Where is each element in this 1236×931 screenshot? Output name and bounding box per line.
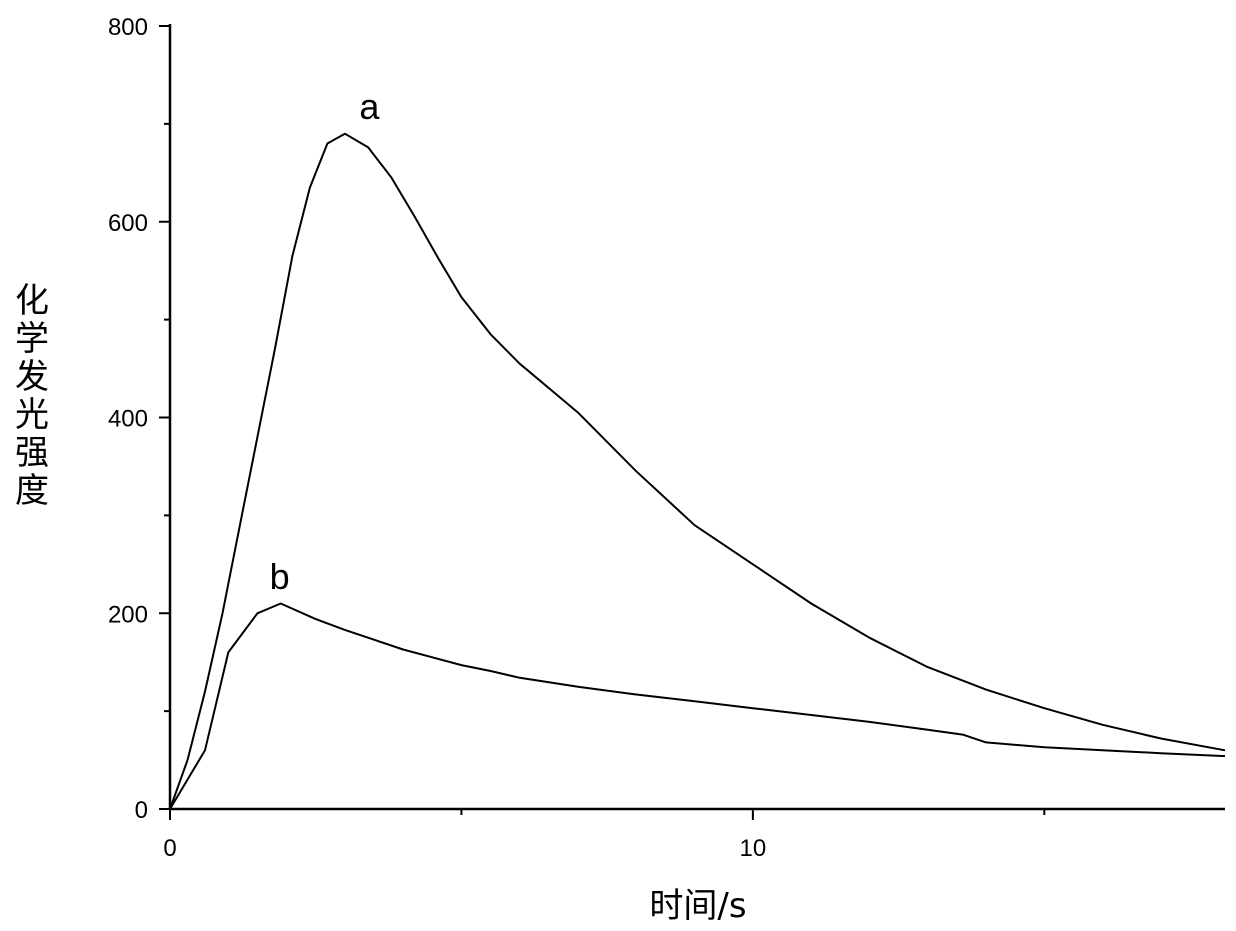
series-line-b: [169, 602, 1226, 810]
axes: [159, 24, 1225, 820]
y-axis-title: 化学发光强度: [15, 281, 49, 511]
x-tick-label: 10: [740, 835, 767, 862]
labels: 0 200 400 600 800 0 10 a b: [108, 14, 766, 862]
x-axis-title: 时间/s: [649, 886, 746, 926]
y-tick-label: 800: [108, 14, 148, 41]
series-label-b: b: [270, 556, 290, 597]
y-tick-label: 200: [108, 601, 148, 628]
series-line-a: [169, 132, 1226, 810]
x-tick-label: 0: [163, 835, 176, 862]
series-label-a: a: [359, 86, 380, 127]
plot-area: [169, 132, 1226, 810]
y-tick-label: 0: [135, 797, 148, 824]
y-tick-label: 400: [108, 406, 148, 433]
y-tick-label: 600: [108, 210, 148, 237]
